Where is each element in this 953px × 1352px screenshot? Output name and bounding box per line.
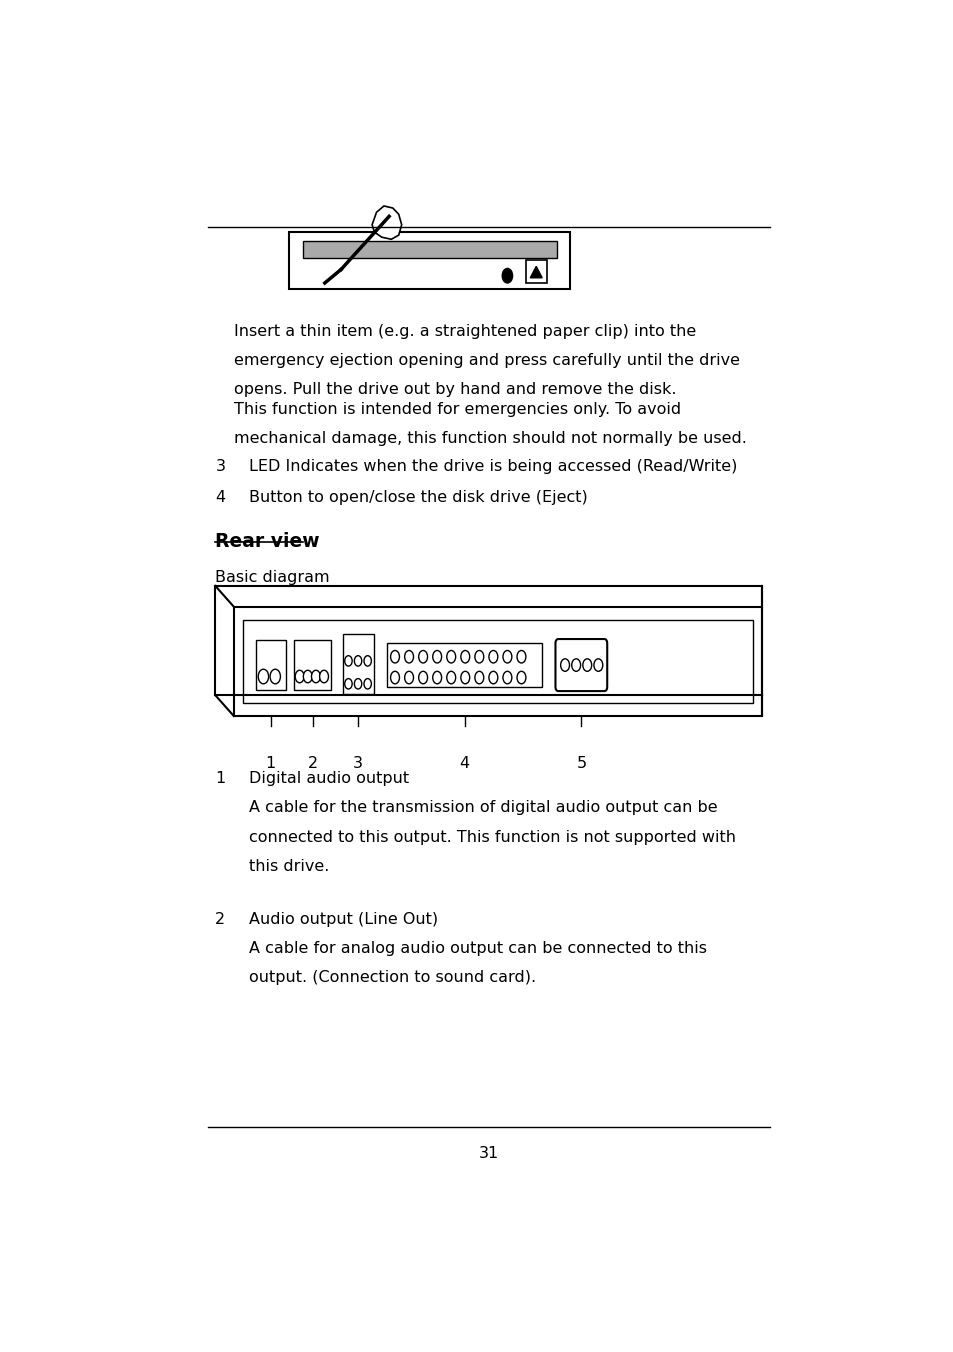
Text: this drive.: this drive.	[249, 859, 329, 873]
Circle shape	[433, 650, 441, 662]
Circle shape	[488, 650, 497, 662]
Circle shape	[446, 672, 456, 684]
Bar	[302, 242, 557, 258]
Text: 4: 4	[215, 491, 225, 506]
Text: connected to this output. This function is not supported with: connected to this output. This function …	[249, 830, 735, 845]
Circle shape	[354, 656, 361, 667]
Text: Audio output (Line Out): Audio output (Line Out)	[249, 911, 437, 926]
Circle shape	[433, 672, 441, 684]
Bar	[294, 639, 331, 690]
FancyBboxPatch shape	[555, 639, 606, 691]
Text: Digital audio output: Digital audio output	[249, 771, 408, 787]
Text: A cable for the transmission of digital audio output can be: A cable for the transmission of digital …	[249, 800, 717, 815]
Text: 2: 2	[215, 911, 225, 926]
Text: Basic diagram: Basic diagram	[215, 571, 330, 585]
Text: opens. Pull the drive out by hand and remove the disk.: opens. Pull the drive out by hand and re…	[233, 381, 676, 397]
Bar	[342, 634, 374, 694]
Circle shape	[488, 672, 497, 684]
Bar	[255, 639, 285, 690]
Circle shape	[319, 671, 328, 683]
Circle shape	[502, 672, 512, 684]
Text: output. (Connection to sound card).: output. (Connection to sound card).	[249, 971, 536, 986]
Circle shape	[571, 658, 580, 672]
Circle shape	[560, 658, 569, 672]
Circle shape	[404, 650, 413, 662]
Text: LED Indicates when the drive is being accessed (Read/Write): LED Indicates when the drive is being ac…	[249, 458, 737, 475]
Circle shape	[594, 658, 602, 672]
Circle shape	[418, 650, 427, 662]
Polygon shape	[372, 206, 401, 239]
Text: Rear view: Rear view	[215, 531, 319, 550]
Circle shape	[582, 658, 591, 672]
Text: 4: 4	[459, 756, 469, 771]
Circle shape	[354, 679, 361, 690]
Bar	[289, 233, 570, 289]
Text: 3: 3	[215, 458, 225, 475]
Circle shape	[404, 672, 413, 684]
Text: 1: 1	[215, 771, 225, 787]
Circle shape	[344, 679, 352, 690]
Bar	[387, 644, 541, 687]
Bar	[233, 607, 761, 717]
Circle shape	[446, 650, 456, 662]
Circle shape	[460, 650, 469, 662]
Circle shape	[517, 672, 525, 684]
Text: 1: 1	[266, 756, 275, 771]
Circle shape	[390, 650, 399, 662]
Circle shape	[294, 671, 304, 683]
Circle shape	[502, 650, 512, 662]
Circle shape	[344, 656, 352, 667]
Circle shape	[258, 669, 269, 684]
Circle shape	[475, 672, 483, 684]
Text: Insert a thin item (e.g. a straightened paper clip) into the: Insert a thin item (e.g. a straightened …	[233, 323, 696, 338]
Text: 2: 2	[308, 756, 317, 771]
Text: emergency ejection opening and press carefully until the drive: emergency ejection opening and press car…	[233, 353, 740, 368]
Circle shape	[364, 679, 371, 690]
Bar	[243, 621, 752, 703]
Circle shape	[501, 269, 512, 283]
Text: 3: 3	[353, 756, 363, 771]
Text: 31: 31	[478, 1146, 498, 1161]
Circle shape	[390, 672, 399, 684]
Text: Button to open/close the disk drive (Eject): Button to open/close the disk drive (Eje…	[249, 491, 587, 506]
Text: mechanical damage, this function should not normally be used.: mechanical damage, this function should …	[233, 431, 746, 446]
Bar	[525, 260, 546, 283]
Circle shape	[270, 669, 280, 684]
Circle shape	[460, 672, 469, 684]
Text: This function is intended for emergencies only. To avoid: This function is intended for emergencie…	[233, 402, 680, 416]
Circle shape	[475, 650, 483, 662]
Circle shape	[517, 650, 525, 662]
Text: A cable for analog audio output can be connected to this: A cable for analog audio output can be c…	[249, 941, 706, 956]
Text: 5: 5	[576, 756, 586, 771]
Circle shape	[364, 656, 371, 667]
Polygon shape	[530, 266, 541, 277]
Circle shape	[418, 672, 427, 684]
Circle shape	[311, 671, 320, 683]
Circle shape	[303, 671, 312, 683]
